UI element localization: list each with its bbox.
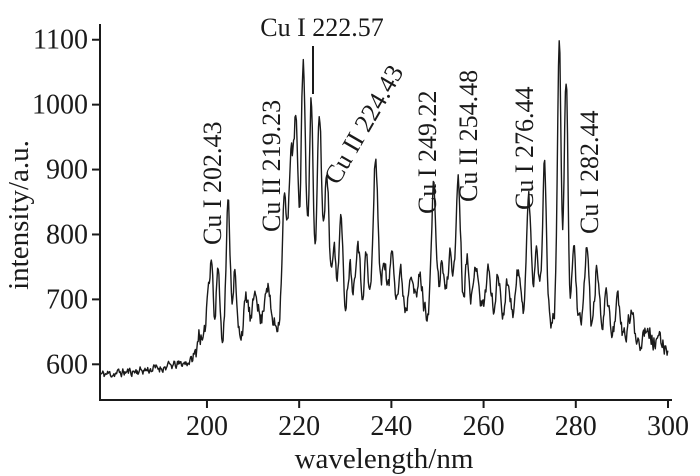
y-tick-label: 900	[46, 155, 88, 186]
x-tick-label: 280	[555, 411, 597, 442]
x-tick-label: 220	[278, 411, 320, 442]
y-tick-label: 700	[46, 284, 88, 315]
peak-label: Cu I 249.22	[413, 91, 442, 215]
peak-label: Cu II 254.48	[454, 70, 483, 202]
peak-label: Cu I 276.44	[510, 87, 539, 211]
y-axis-title: intensity/a.u.	[3, 140, 35, 290]
peak-label: Cu I 202.43	[198, 122, 227, 246]
x-axis-title: wavelength/nm	[295, 443, 474, 475]
peak-label: Cu I 282.44	[575, 111, 604, 235]
x-tick-label: 260	[463, 411, 505, 442]
x-tick-label: 240	[370, 411, 412, 442]
y-tick-label: 1100	[33, 25, 88, 56]
peak-label: Cu I 222.57	[260, 13, 384, 42]
x-tick-label: 300	[647, 411, 689, 442]
peak-label: Cu II 219.23	[257, 100, 286, 232]
y-tick-label: 600	[46, 349, 88, 380]
x-tick-label: 200	[186, 411, 228, 442]
y-tick-label: 1000	[32, 90, 88, 121]
peak-label: Cu II 224.43	[318, 60, 409, 189]
y-tick-label: 800	[46, 219, 88, 250]
spectrum-line	[99, 40, 669, 378]
